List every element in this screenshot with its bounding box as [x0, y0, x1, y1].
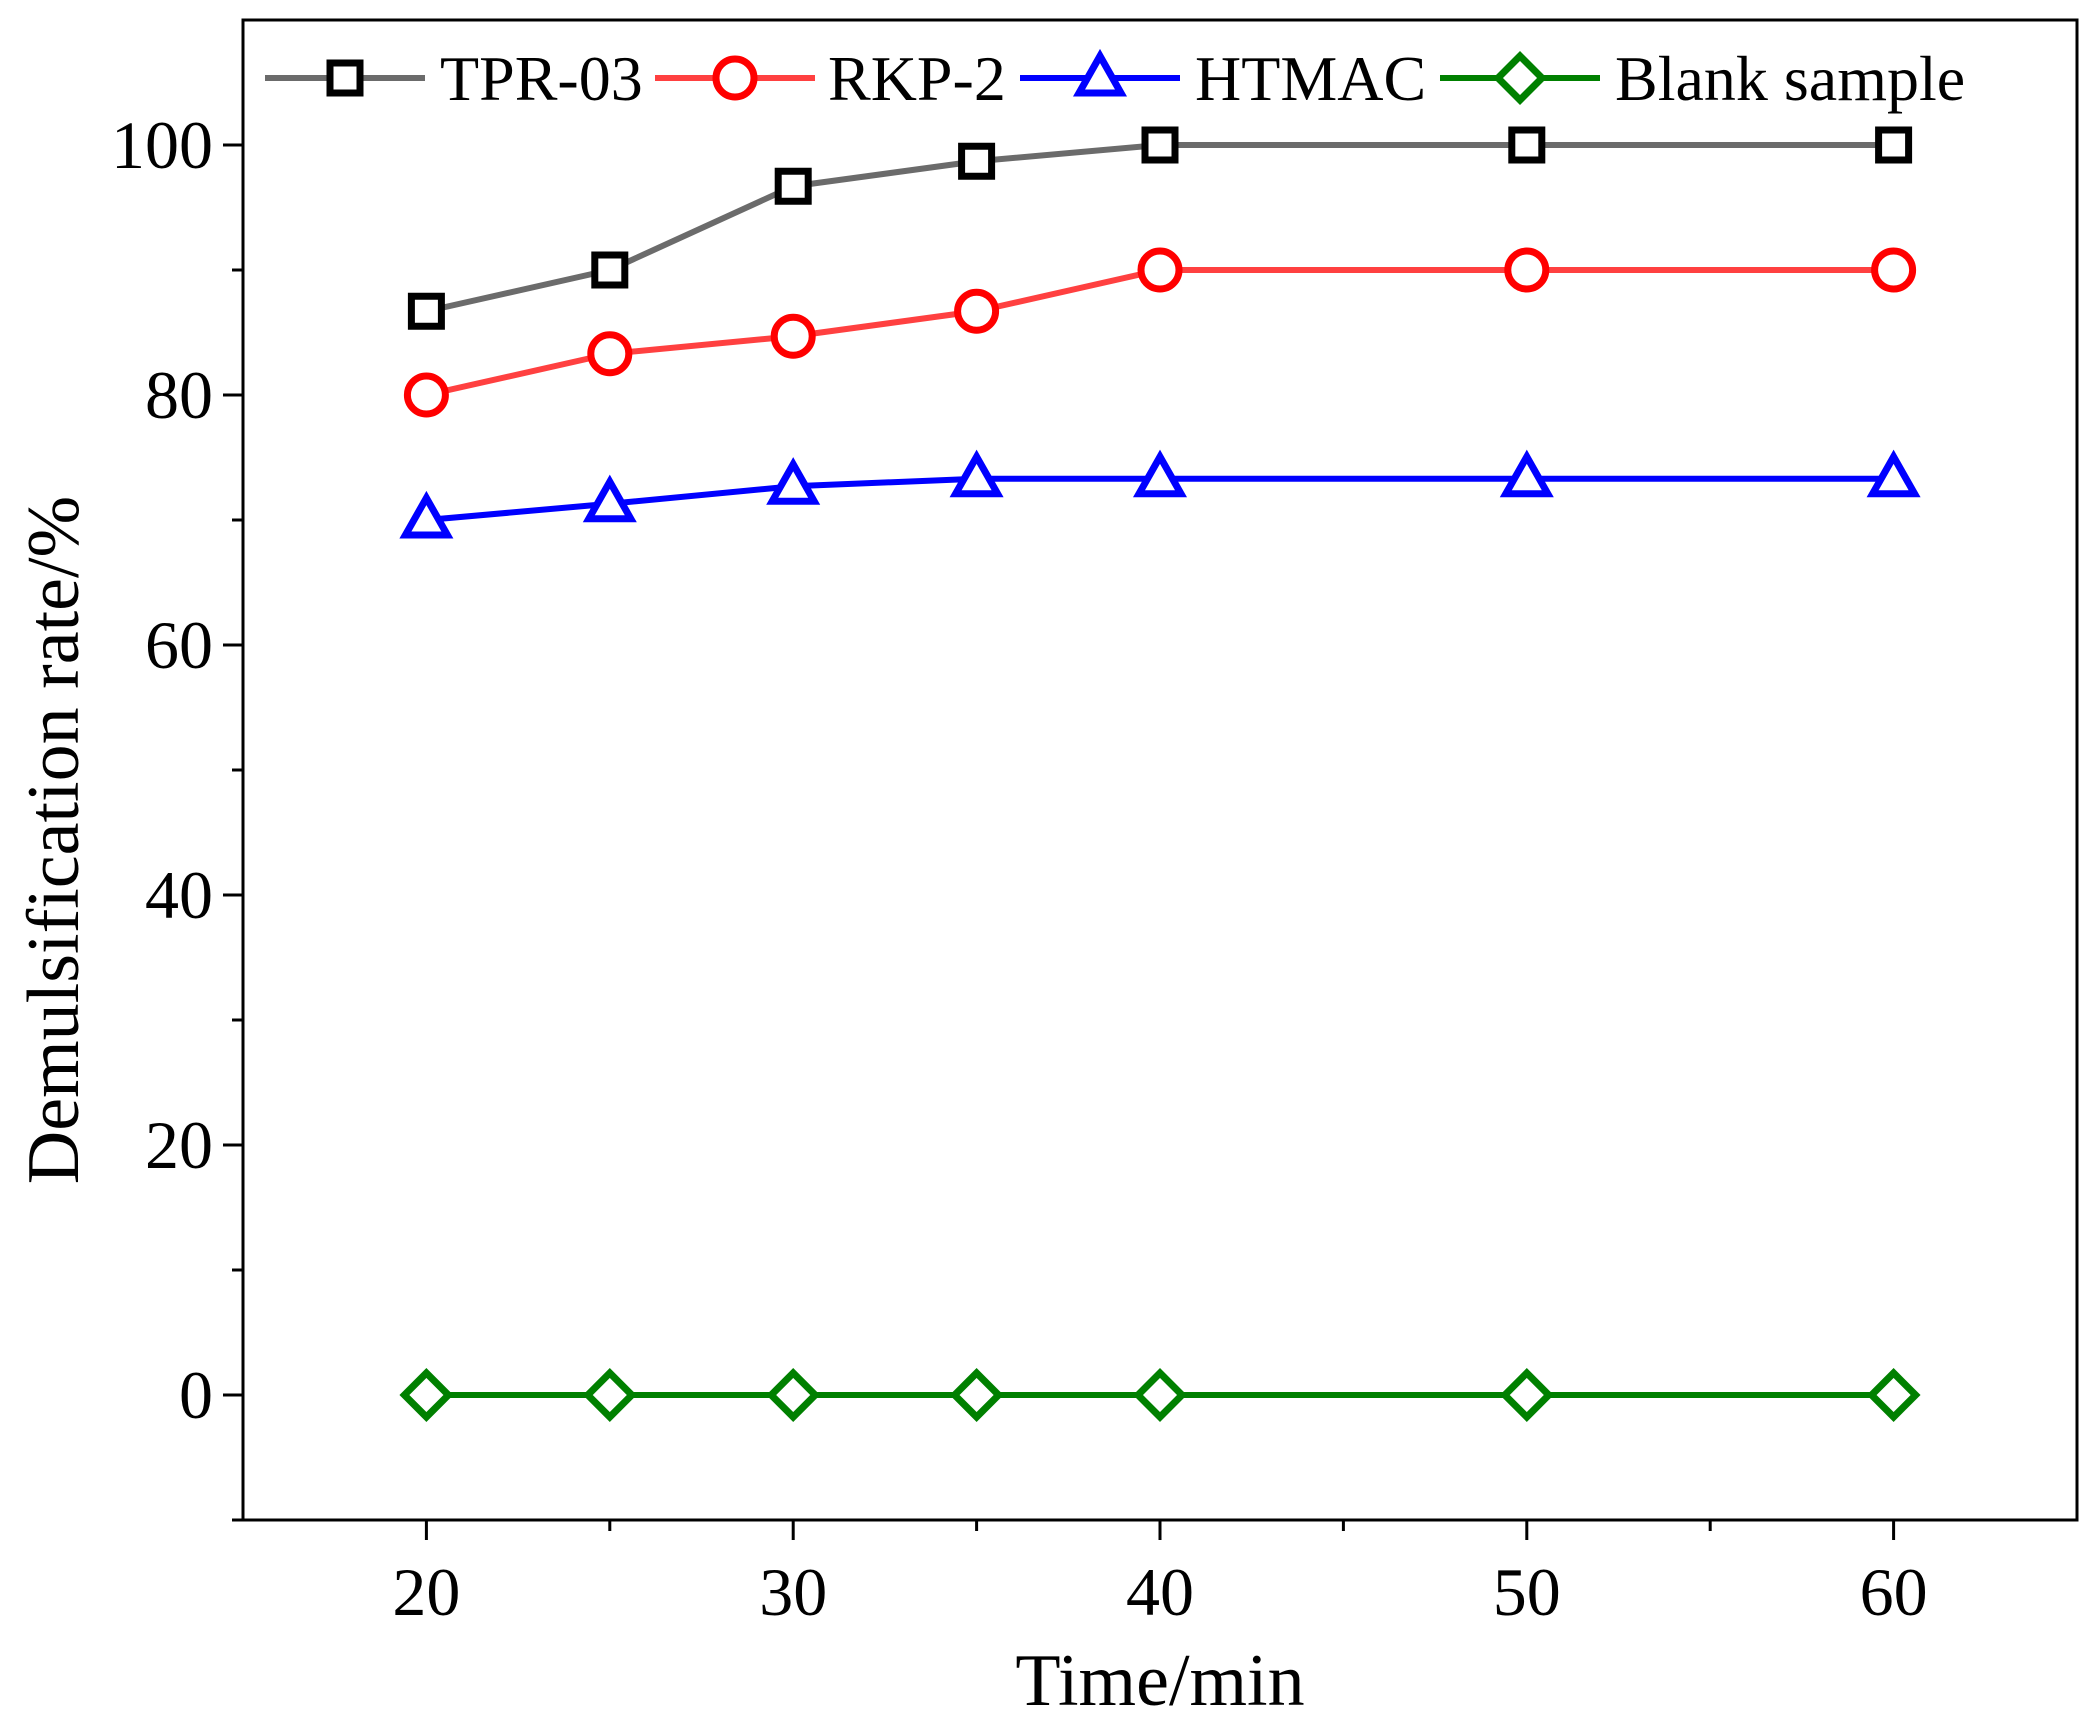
data-point [1504, 247, 1550, 293]
tick-labels: 20 30 40 50 60 0 20 40 60 80 100 [111, 107, 1928, 1630]
legend-item: Blank sample [1440, 43, 1965, 114]
data-point [1132, 449, 1188, 498]
data-point [954, 288, 1000, 334]
x-tick-label: 60 [1860, 1554, 1928, 1630]
legend-label: HTMAC [1195, 43, 1426, 114]
legend-marker [326, 59, 364, 97]
series-tpr-03 [407, 126, 1913, 330]
y-tick-label: 60 [145, 607, 213, 683]
data-point [766, 457, 821, 505]
y-tick-label: 40 [145, 857, 213, 933]
data-point [1133, 1368, 1187, 1422]
y-tick-label: 20 [145, 1107, 213, 1183]
plot-area-frame [241, 18, 2079, 1522]
legend-label: TPR-03 [440, 43, 643, 114]
data-point [770, 313, 816, 359]
data-point [1141, 126, 1179, 164]
data-point [1137, 247, 1183, 293]
data-point [766, 1368, 821, 1422]
series-htmac [399, 449, 1921, 539]
data-point [1866, 449, 1921, 498]
legend-label: RKP-2 [828, 43, 1006, 114]
data-point [1875, 126, 1913, 164]
data-point [1499, 1368, 1554, 1422]
data-point [582, 1368, 637, 1422]
data-point [774, 167, 812, 205]
data-point [399, 490, 454, 539]
y-tick-label: 100 [111, 107, 213, 183]
legend-item: RKP-2 [655, 43, 1006, 114]
x-axis-title: Time/min [1015, 1640, 1304, 1722]
legend-item: TPR-03 [265, 43, 643, 114]
data-point [1866, 1368, 1921, 1422]
y-tick-label: 0 [179, 1357, 213, 1433]
legend-marker [1072, 48, 1128, 97]
data-point [582, 474, 637, 523]
legend-marker [712, 55, 758, 101]
data-point [591, 251, 629, 289]
x-tick-label: 40 [1126, 1554, 1194, 1630]
data-point [949, 449, 1004, 498]
series-blank-sample [399, 1368, 1921, 1422]
series-rkp-2 [403, 247, 1917, 418]
data-point [949, 1368, 1004, 1422]
data-point [403, 372, 449, 418]
legend-item: HTMAC [1020, 43, 1426, 114]
axis-ticks [223, 143, 1896, 1540]
data-point [587, 331, 633, 377]
data-point [1871, 247, 1917, 293]
y-tick-label: 80 [145, 357, 213, 433]
data-point [1508, 126, 1546, 164]
data-point [958, 142, 996, 180]
legend: TPR-03 RKP-2 HTMAC Blank sample [265, 43, 1965, 114]
x-tick-label: 30 [759, 1554, 827, 1630]
legend-marker [1493, 51, 1547, 105]
legend-label: Blank sample [1615, 43, 1965, 114]
data-point [1499, 449, 1554, 498]
series-layer [399, 126, 1921, 1422]
y-axis-title: Demulsification rate/% [13, 496, 95, 1184]
x-tick-label: 50 [1493, 1554, 1561, 1630]
x-tick-label: 20 [392, 1554, 460, 1630]
data-point [407, 292, 445, 330]
data-point [399, 1368, 454, 1422]
